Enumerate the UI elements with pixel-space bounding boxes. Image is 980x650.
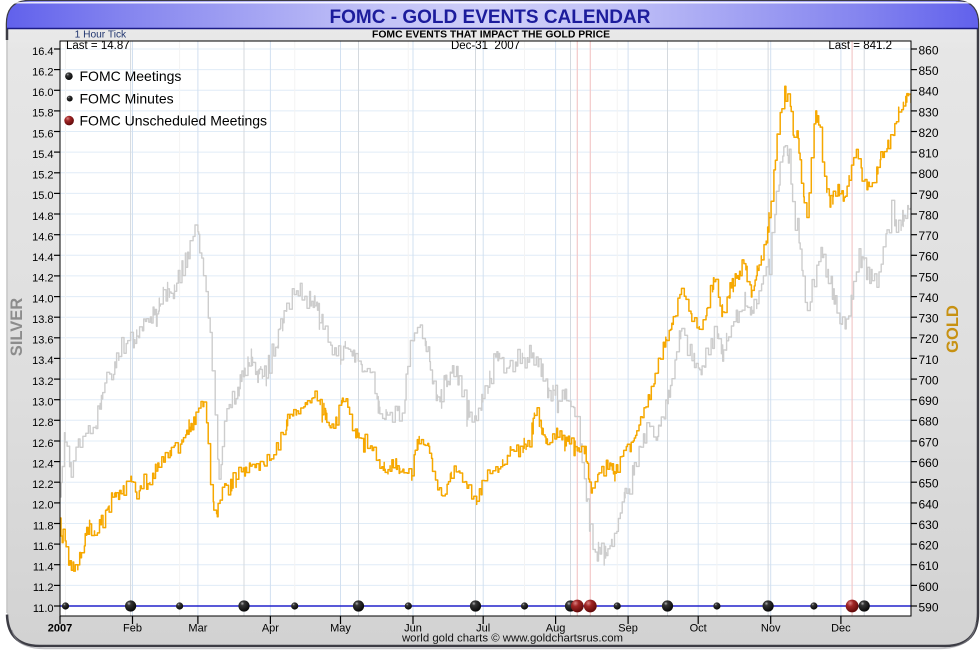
svg-text:Dec-31 2007: Dec-31 2007 (451, 40, 520, 52)
svg-text:Aug: Aug (546, 623, 566, 635)
svg-text:11.2: 11.2 (33, 582, 54, 594)
svg-text:12.0: 12.0 (32, 500, 53, 512)
svg-text:11.0: 11.0 (33, 603, 54, 615)
svg-text:13.8: 13.8 (32, 314, 53, 326)
svg-text:700: 700 (919, 374, 939, 388)
svg-text:720: 720 (919, 332, 939, 346)
svg-text:Feb: Feb (123, 623, 142, 635)
svg-text:16.0: 16.0 (32, 87, 53, 99)
svg-text:740: 740 (919, 291, 939, 305)
svg-text:FOMC Meetings: FOMC Meetings (80, 68, 182, 84)
svg-text:770: 770 (919, 229, 939, 243)
svg-text:Oct: Oct (690, 623, 707, 635)
svg-text:12.6: 12.6 (32, 438, 53, 450)
svg-text:660: 660 (919, 456, 939, 470)
svg-text:750: 750 (919, 270, 939, 284)
svg-text:13.2: 13.2 (32, 376, 53, 388)
svg-text:790: 790 (919, 188, 939, 202)
svg-text:590: 590 (919, 600, 939, 614)
svg-text:13.4: 13.4 (32, 355, 53, 367)
svg-text:15.0: 15.0 (32, 190, 53, 202)
svg-text:640: 640 (919, 497, 939, 511)
svg-text:710: 710 (919, 353, 939, 367)
svg-text:12.4: 12.4 (32, 458, 53, 470)
svg-text:730: 730 (919, 312, 939, 326)
svg-text:610: 610 (919, 559, 939, 573)
svg-text:FOMC - GOLD EVENTS CALENDAR: FOMC - GOLD EVENTS CALENDAR (330, 7, 651, 28)
svg-text:15.4: 15.4 (32, 149, 53, 161)
svg-text:May: May (330, 623, 351, 635)
svg-text:15.2: 15.2 (32, 170, 53, 182)
svg-text:13.6: 13.6 (32, 335, 53, 347)
svg-text:12.8: 12.8 (32, 417, 53, 429)
svg-text:Apr: Apr (262, 623, 279, 635)
svg-text:760: 760 (919, 250, 939, 264)
svg-text:Last = 841.2: Last = 841.2 (828, 40, 892, 52)
svg-text:Nov: Nov (761, 623, 781, 635)
svg-text:620: 620 (919, 539, 939, 553)
svg-text:630: 630 (919, 518, 939, 532)
svg-text:GOLD: GOLD (944, 305, 962, 353)
svg-text:670: 670 (919, 435, 939, 449)
svg-text:16.2: 16.2 (32, 66, 53, 78)
svg-text:14.6: 14.6 (32, 232, 53, 244)
svg-text:780: 780 (919, 208, 939, 222)
svg-text:600: 600 (919, 580, 939, 594)
svg-text:820: 820 (919, 126, 939, 140)
svg-text:14.0: 14.0 (32, 293, 53, 305)
svg-text:12.2: 12.2 (32, 479, 53, 491)
svg-text:800: 800 (919, 167, 939, 181)
svg-text:680: 680 (919, 415, 939, 429)
svg-text:SILVER: SILVER (8, 298, 26, 356)
svg-text:860: 860 (919, 43, 939, 57)
svg-text:15.8: 15.8 (32, 108, 53, 120)
svg-text:Sep: Sep (618, 623, 638, 635)
svg-text:650: 650 (919, 477, 939, 491)
svg-text:11.8: 11.8 (33, 520, 54, 532)
svg-text:11.6: 11.6 (33, 541, 54, 553)
svg-text:FOMC Minutes: FOMC Minutes (80, 91, 174, 107)
svg-text:11.4: 11.4 (33, 562, 54, 574)
svg-text:14.4: 14.4 (32, 252, 53, 264)
svg-text:810: 810 (919, 147, 939, 161)
svg-text:Dec: Dec (831, 623, 851, 635)
svg-text:16.4: 16.4 (32, 46, 53, 58)
svg-text:13.0: 13.0 (32, 397, 53, 409)
svg-text:Jun: Jun (404, 623, 422, 635)
svg-text:830: 830 (919, 105, 939, 119)
svg-text:1 Hour Tick: 1 Hour Tick (75, 30, 127, 41)
svg-text:world gold charts © www.goldch: world gold charts © www.goldchartsrus.co… (401, 633, 623, 645)
svg-text:840: 840 (919, 85, 939, 99)
svg-text:Mar: Mar (188, 623, 207, 635)
svg-text:14.2: 14.2 (32, 273, 53, 285)
svg-text:850: 850 (919, 64, 939, 78)
svg-text:FOMC EVENTS THAT IMPACT THE GO: FOMC EVENTS THAT IMPACT THE GOLD PRICE (372, 29, 610, 40)
svg-text:15.6: 15.6 (32, 128, 53, 140)
svg-text:690: 690 (919, 394, 939, 408)
svg-text:14.8: 14.8 (32, 211, 53, 223)
svg-text:FOMC Unscheduled Meetings: FOMC Unscheduled Meetings (80, 113, 268, 129)
svg-text:Jul: Jul (476, 623, 490, 635)
svg-text:2007: 2007 (48, 623, 72, 635)
svg-text:Last = 14.87: Last = 14.87 (66, 40, 130, 52)
